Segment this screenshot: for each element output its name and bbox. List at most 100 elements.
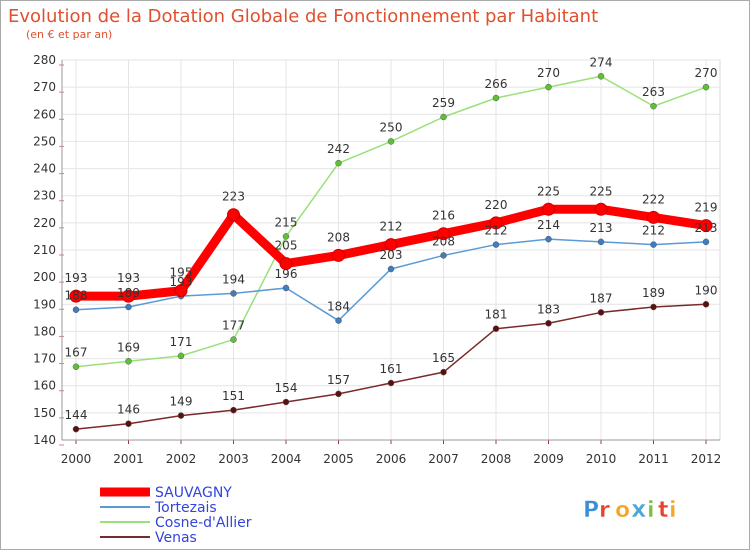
data-label-venas: 151 (222, 389, 245, 403)
x-tick-label: 2012 (691, 452, 722, 466)
data-point-venas (125, 420, 132, 427)
y-tick-label: 190 (33, 297, 56, 311)
data-point-tortezais (125, 303, 132, 311)
data-label-cosne-d-allier: 274 (590, 55, 613, 69)
data-label-tortezais: 203 (380, 248, 403, 262)
data-point-sauvagny (699, 219, 713, 233)
data-label-tortezais: 194 (222, 272, 245, 286)
data-label-sauvagny: 220 (485, 198, 508, 212)
data-point-cosne-d-allier (492, 94, 500, 102)
x-tick-label: 2011 (638, 452, 669, 466)
data-point-sauvagny (174, 284, 188, 298)
x-tick-label: 2008 (481, 452, 512, 466)
data-point-cosne-d-allier (282, 233, 290, 240)
legend-label: SAUVAGNY (155, 485, 232, 501)
x-tick-label: 2000 (61, 452, 92, 466)
data-point-cosne-d-allier (72, 363, 80, 370)
data-label-tortezais: 213 (590, 221, 613, 235)
data-point-cosne-d-allier (230, 336, 237, 343)
data-label-cosne-d-allier: 177 (222, 319, 245, 333)
y-tick-label: 210 (33, 243, 56, 257)
data-point-tortezais (702, 238, 710, 246)
data-label-cosne-d-allier: 171 (170, 335, 193, 349)
data-point-sauvagny (227, 208, 240, 222)
data-point-cosne-d-allier (702, 83, 710, 91)
y-tick-label: 230 (33, 189, 56, 203)
x-tick-label: 2007 (428, 452, 459, 466)
logo-letter: o (615, 498, 630, 523)
data-label-cosne-d-allier: 266 (485, 77, 508, 91)
y-tick-label: 160 (33, 379, 56, 393)
data-label-sauvagny: 195 (170, 266, 193, 280)
data-label-venas: 144 (65, 408, 88, 422)
data-point-sauvagny (384, 238, 398, 252)
data-point-venas (492, 325, 500, 332)
data-point-tortezais (492, 241, 500, 248)
axes: 140 150 160 170 180 190 200 210 220 230 240 250 260 2… (33, 53, 721, 466)
data-point-cosne-d-allier (650, 102, 657, 110)
y-tick-label: 180 (33, 324, 56, 338)
data-label-sauvagny: 193 (117, 271, 140, 285)
data-label-venas: 157 (327, 373, 350, 387)
x-tick-label: 2006 (376, 452, 407, 466)
data-label-sauvagny: 212 (380, 220, 403, 234)
x-tick-label: 2005 (323, 452, 354, 466)
data-point-cosne-d-allier (177, 352, 185, 360)
y-tick-label: 280 (33, 53, 56, 67)
x-tick-label: 2002 (166, 452, 197, 466)
series-cosne-d-allier (72, 73, 710, 370)
y-tick-label: 260 (33, 107, 56, 121)
data-point-venas (177, 412, 185, 419)
data-label-sauvagny: 216 (432, 209, 455, 223)
data-point-cosne-d-allier (387, 138, 395, 145)
data-label-sauvagny: 208 (327, 230, 350, 244)
data-point-venas (597, 309, 605, 316)
data-label-venas: 154 (275, 381, 298, 395)
data-point-sauvagny (332, 248, 345, 262)
data-point-sauvagny (122, 289, 135, 303)
y-tick-label: 170 (33, 352, 56, 366)
data-point-venas (650, 303, 657, 311)
data-label-sauvagny: 225 (590, 184, 613, 198)
chart-subtitle: (en € et par an) (26, 28, 112, 41)
y-tick-label: 240 (33, 162, 56, 176)
data-label-venas: 149 (170, 395, 193, 409)
data-label-venas: 187 (590, 291, 613, 305)
data-point-venas (545, 320, 552, 327)
data-label-cosne-d-allier: 270 (537, 66, 560, 80)
series-sauvagny (69, 202, 713, 303)
data-point-sauvagny (437, 227, 450, 241)
data-point-venas (387, 379, 395, 387)
logo-letter: r (599, 498, 610, 523)
data-point-cosne-d-allier (597, 73, 605, 80)
x-tick-label: 2009 (533, 452, 564, 466)
y-tick-label: 250 (33, 134, 56, 148)
data-point-venas (230, 406, 237, 414)
data-label-cosne-d-allier: 259 (432, 96, 455, 110)
data-point-sauvagny (542, 202, 555, 216)
series-venas (72, 301, 710, 433)
data-point-tortezais (387, 265, 395, 273)
data-point-cosne-d-allier (440, 113, 447, 121)
data-label-cosne-d-allier: 242 (327, 142, 350, 156)
chart-title: Evolution de la Dotation Globale de Fonc… (8, 6, 598, 27)
data-label-venas: 190 (695, 283, 718, 297)
legend-label: Tortezais (154, 500, 217, 516)
data-label-venas: 181 (485, 308, 508, 322)
data-point-cosne-d-allier (545, 83, 552, 91)
data-label-sauvagny: 219 (695, 201, 718, 215)
data-label-tortezais: 189 (117, 286, 140, 300)
data-point-venas (702, 301, 710, 308)
y-tick-label: 270 (33, 80, 56, 94)
data-point-sauvagny (647, 210, 660, 224)
data-label-cosne-d-allier: 167 (65, 346, 88, 360)
data-point-tortezais (335, 317, 342, 324)
data-point-sauvagny (594, 202, 608, 216)
data-label-sauvagny: 193 (65, 271, 88, 285)
data-label-cosne-d-allier: 215 (275, 215, 298, 229)
data-point-tortezais (650, 241, 657, 248)
data-label-tortezais: 212 (642, 224, 665, 238)
data-point-venas (335, 390, 342, 398)
